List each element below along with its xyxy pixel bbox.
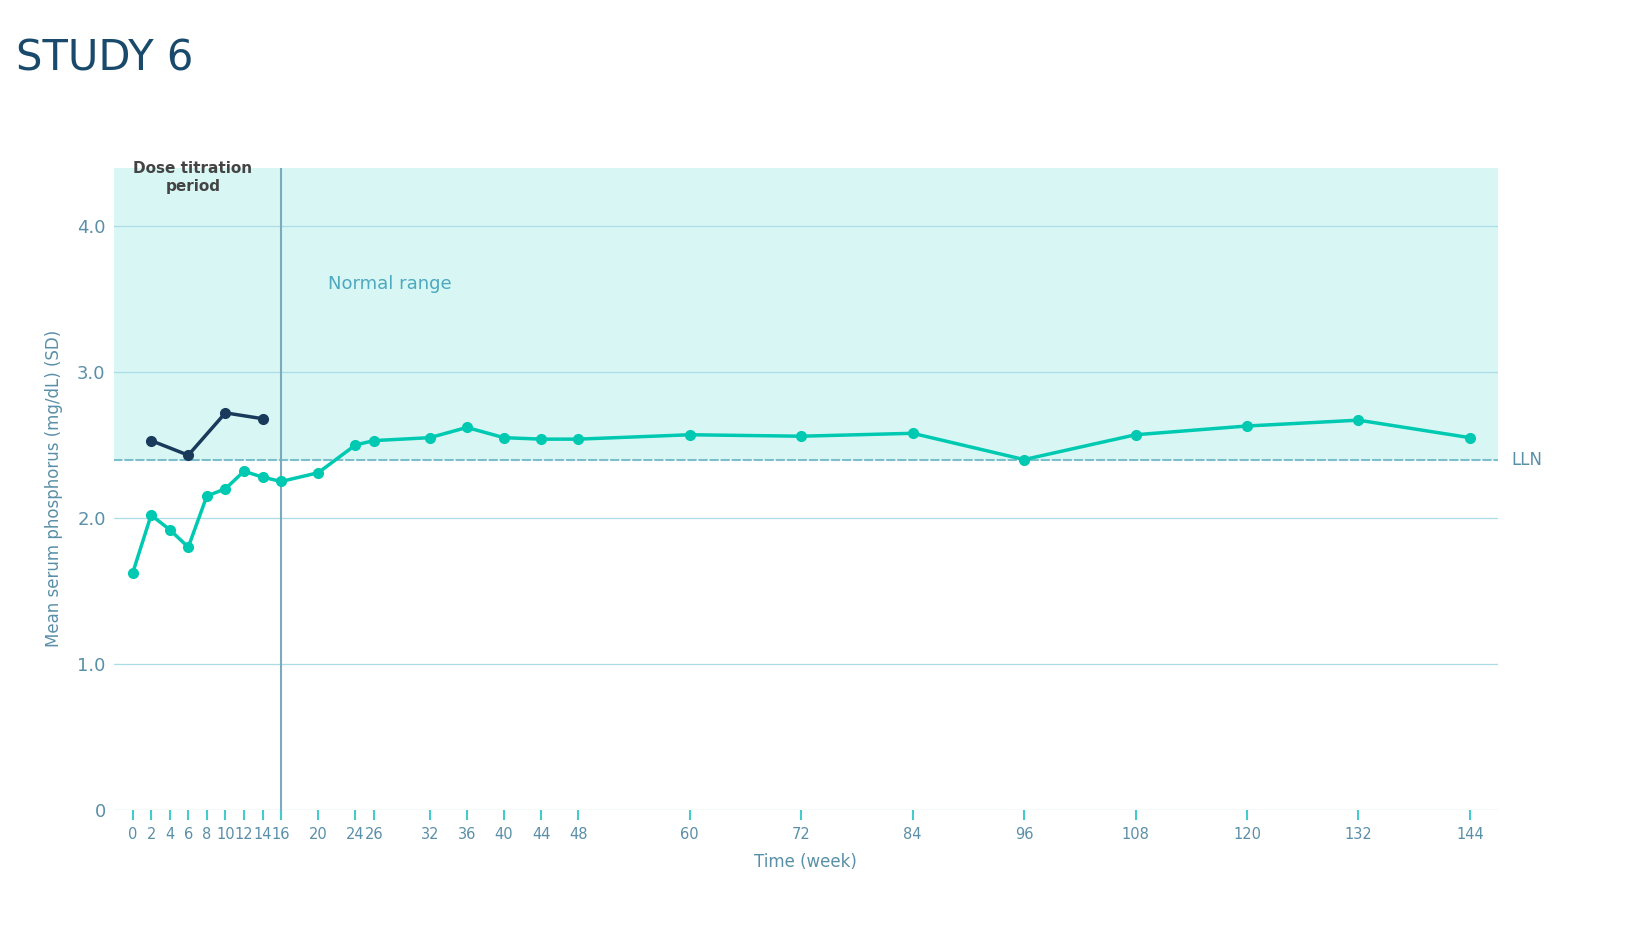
Y-axis label: Mean serum phosphorus (mg/dL) (SD): Mean serum phosphorus (mg/dL) (SD) (46, 331, 63, 647)
Text: Normal range: Normal range (327, 276, 451, 293)
X-axis label: Time (week): Time (week) (754, 853, 858, 870)
Text: STUDY 6: STUDY 6 (16, 37, 194, 79)
Bar (114, 168, 1498, 460)
Text: LLN: LLN (1512, 451, 1543, 468)
Text: Dose titration
period: Dose titration period (133, 161, 252, 194)
